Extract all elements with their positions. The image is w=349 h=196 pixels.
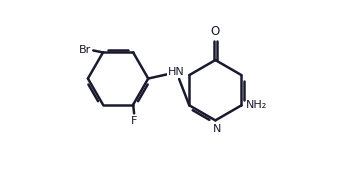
Text: S: S bbox=[170, 69, 177, 79]
Text: NH₂: NH₂ bbox=[246, 100, 267, 110]
Text: Br: Br bbox=[79, 45, 91, 55]
Text: O: O bbox=[211, 25, 220, 38]
Text: F: F bbox=[131, 116, 137, 126]
Text: HN: HN bbox=[168, 67, 184, 77]
Text: N: N bbox=[213, 124, 221, 134]
